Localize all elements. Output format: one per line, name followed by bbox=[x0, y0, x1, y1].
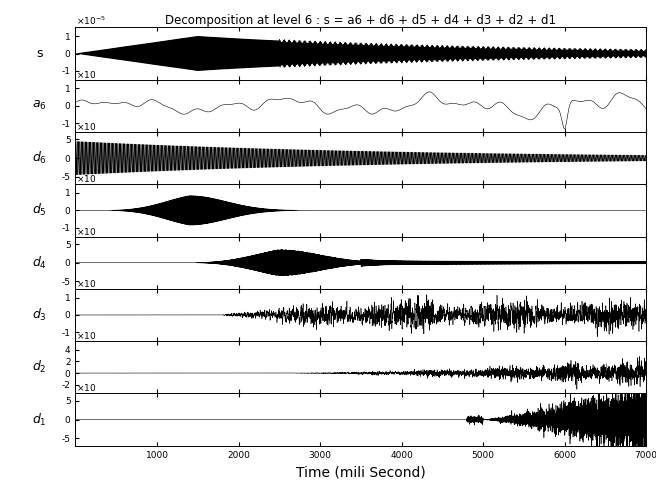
Y-axis label: s: s bbox=[36, 47, 43, 60]
Y-axis label: $a_6$: $a_6$ bbox=[32, 99, 47, 113]
Text: $\times10$: $\times10$ bbox=[76, 278, 96, 289]
Text: $\times10$: $\times10$ bbox=[76, 330, 96, 341]
Y-axis label: $d_2$: $d_2$ bbox=[32, 359, 47, 375]
Y-axis label: $d_1$: $d_1$ bbox=[32, 411, 47, 428]
Text: $\times10$: $\times10$ bbox=[76, 69, 96, 80]
Text: $\times10$: $\times10$ bbox=[76, 173, 96, 184]
Title: Decomposition at level 6 : s = a6 + d6 + d5 + d4 + d3 + d2 + d1: Decomposition at level 6 : s = a6 + d6 +… bbox=[165, 14, 556, 27]
Text: $\times10$: $\times10$ bbox=[76, 382, 96, 393]
Text: $\times10$: $\times10$ bbox=[76, 226, 96, 237]
Text: $\times10^{-5}$: $\times10^{-5}$ bbox=[76, 15, 106, 27]
Y-axis label: $d_3$: $d_3$ bbox=[32, 307, 47, 323]
Y-axis label: $d_4$: $d_4$ bbox=[32, 254, 47, 271]
Text: $\times10$: $\times10$ bbox=[76, 121, 96, 132]
X-axis label: Time (mili Second): Time (mili Second) bbox=[296, 465, 426, 479]
Y-axis label: $d_6$: $d_6$ bbox=[32, 150, 47, 166]
Y-axis label: $d_5$: $d_5$ bbox=[32, 202, 47, 219]
